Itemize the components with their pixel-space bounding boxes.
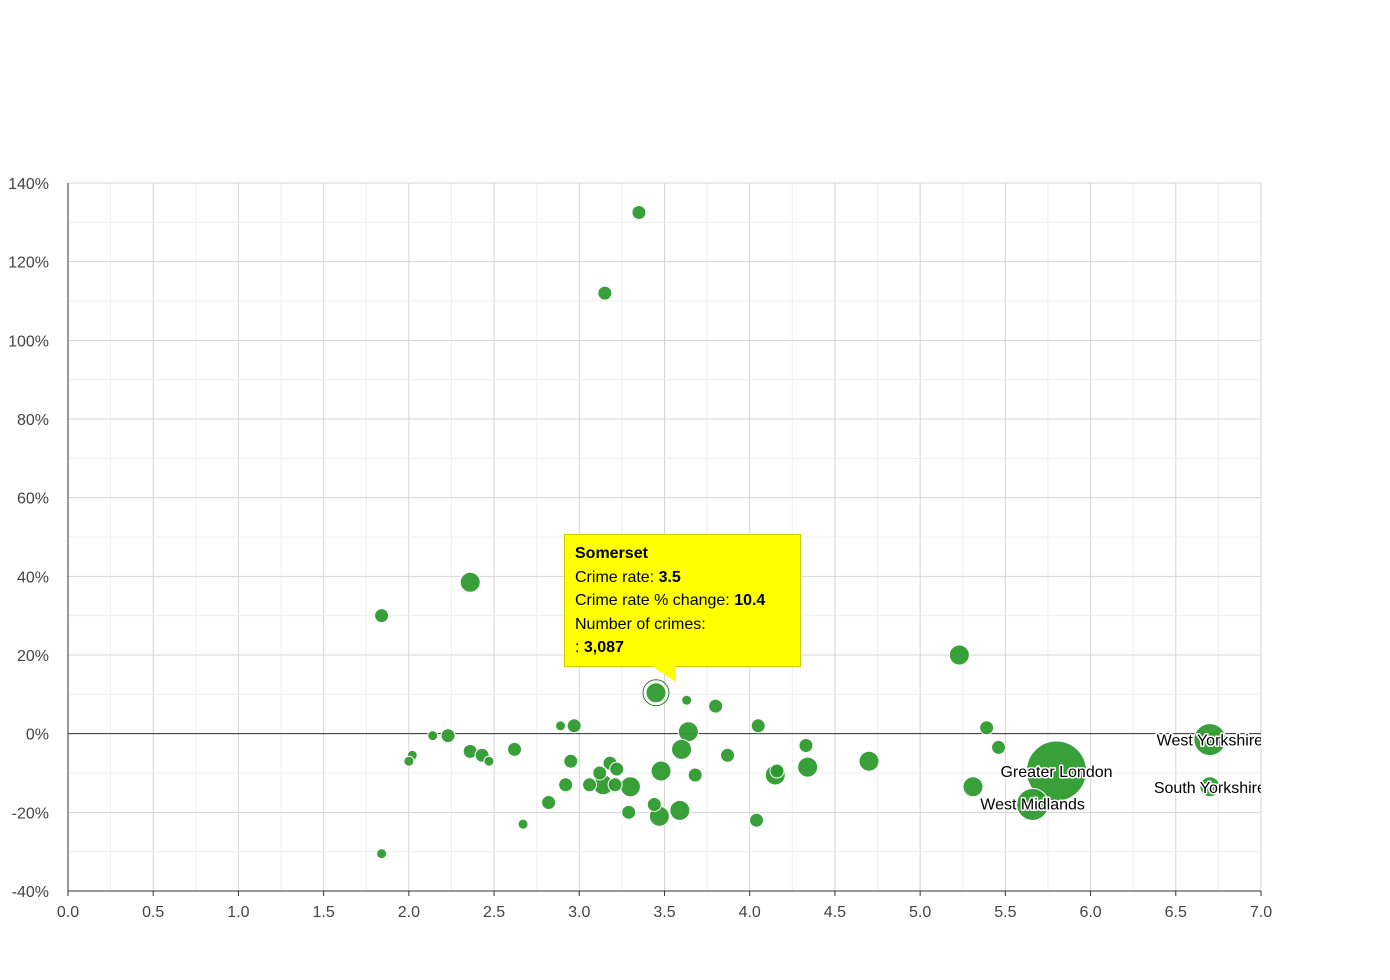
y-tick-label: 140% (8, 176, 49, 193)
bubble (563, 753, 579, 769)
x-tick-label: 2.0 (398, 904, 420, 921)
x-tick-label: 1.5 (313, 904, 335, 921)
bubble (991, 739, 1007, 755)
bubble (650, 760, 672, 782)
bubble (677, 721, 699, 743)
x-tick-label: 4.0 (739, 904, 761, 921)
tooltip-crime-rate-label: Crime rate: (575, 568, 659, 586)
y-tick-label: -40% (12, 884, 49, 901)
bubble (979, 720, 995, 736)
x-tick-label: 1.0 (227, 904, 249, 921)
point-label: West Yorkshire (1157, 733, 1264, 750)
bubble (749, 812, 765, 828)
bubble (708, 698, 724, 714)
y-tick-label: 20% (17, 648, 49, 665)
bubble (592, 765, 608, 781)
bubble-somerset (645, 682, 667, 704)
tooltip-change-label: Crime rate % change: (575, 592, 735, 609)
x-tick-label: 5.5 (994, 904, 1016, 921)
bubbles (374, 205, 1227, 860)
bubble (597, 285, 613, 301)
bubble (483, 755, 495, 767)
bubble (671, 738, 693, 760)
y-tick-label: 100% (8, 333, 49, 350)
tooltip-somerset: Somerset Crime rate: 3.5 Crime rate % ch… (564, 534, 801, 667)
y-tick-label: 60% (17, 491, 49, 508)
bubble (646, 796, 662, 812)
y-tick-label: 80% (17, 412, 49, 429)
bubble-greater-london (1025, 740, 1087, 802)
bubble (558, 777, 574, 793)
point-label: Greater London (1000, 764, 1112, 781)
bubble (403, 755, 415, 767)
tooltip-pointer (652, 666, 676, 682)
y-tick-label: -20% (12, 805, 49, 822)
tooltip-crime-rate-value: 3.5 (658, 568, 681, 586)
x-tick-label: 5.0 (909, 904, 931, 921)
bubble (541, 795, 557, 810)
bubble (566, 718, 582, 734)
bubble (619, 776, 641, 798)
bubble (750, 718, 766, 734)
x-tick-label: 6.0 (1079, 904, 1101, 921)
y-tick-label: 120% (8, 255, 49, 272)
bubble-west-midlands (1016, 787, 1050, 821)
bubble (582, 777, 598, 793)
tooltip-crimes-prefix: : (575, 639, 584, 656)
bubble-south-yorkshire (1199, 776, 1221, 798)
bubble (621, 804, 637, 820)
point-labels: West Yorkshire Greater London South Yorksh… (979, 731, 1266, 815)
bubble (962, 776, 984, 798)
y-tick-label: 0% (26, 727, 49, 744)
bubble (507, 741, 523, 757)
y-tick-label: 40% (17, 569, 49, 586)
bubble (720, 747, 736, 763)
x-tick-label: 3.0 (568, 904, 590, 921)
bubble (459, 571, 481, 593)
x-tick-label: 4.5 (824, 904, 846, 921)
tooltip-crimes-label: Number of crimes: (575, 615, 706, 633)
point-label: South Yorkshire (1154, 780, 1266, 797)
bubble (609, 761, 625, 777)
bubble (607, 777, 623, 793)
bubble (687, 767, 703, 783)
bubble (858, 750, 880, 772)
bubble (948, 644, 970, 666)
x-tick-label: 0.0 (57, 904, 79, 921)
bubble (769, 763, 785, 779)
point-label: West Midlands (980, 796, 1085, 813)
bubble (517, 818, 529, 830)
x-tick-label: 0.5 (142, 904, 164, 921)
x-tick-label: 6.5 (1165, 904, 1187, 921)
bubble (376, 848, 388, 860)
bubble (798, 737, 814, 753)
bubble (681, 694, 693, 706)
bubble-west-yorkshire (1193, 723, 1227, 757)
bubble (440, 728, 456, 744)
tooltip-title: Somerset (575, 545, 648, 562)
bubble (374, 608, 390, 624)
x-tick-label: 3.5 (653, 904, 675, 921)
bubble (555, 720, 567, 732)
bubble (631, 205, 647, 220)
bubble (797, 756, 819, 778)
tooltip-crimes-value: 3,087 (583, 639, 624, 656)
bubble (427, 730, 439, 742)
x-tick-label: 7.0 (1250, 904, 1272, 921)
bubble (669, 799, 691, 821)
x-tick-label: 2.5 (483, 904, 505, 921)
tooltip-change-value: 10.4 (734, 592, 766, 609)
